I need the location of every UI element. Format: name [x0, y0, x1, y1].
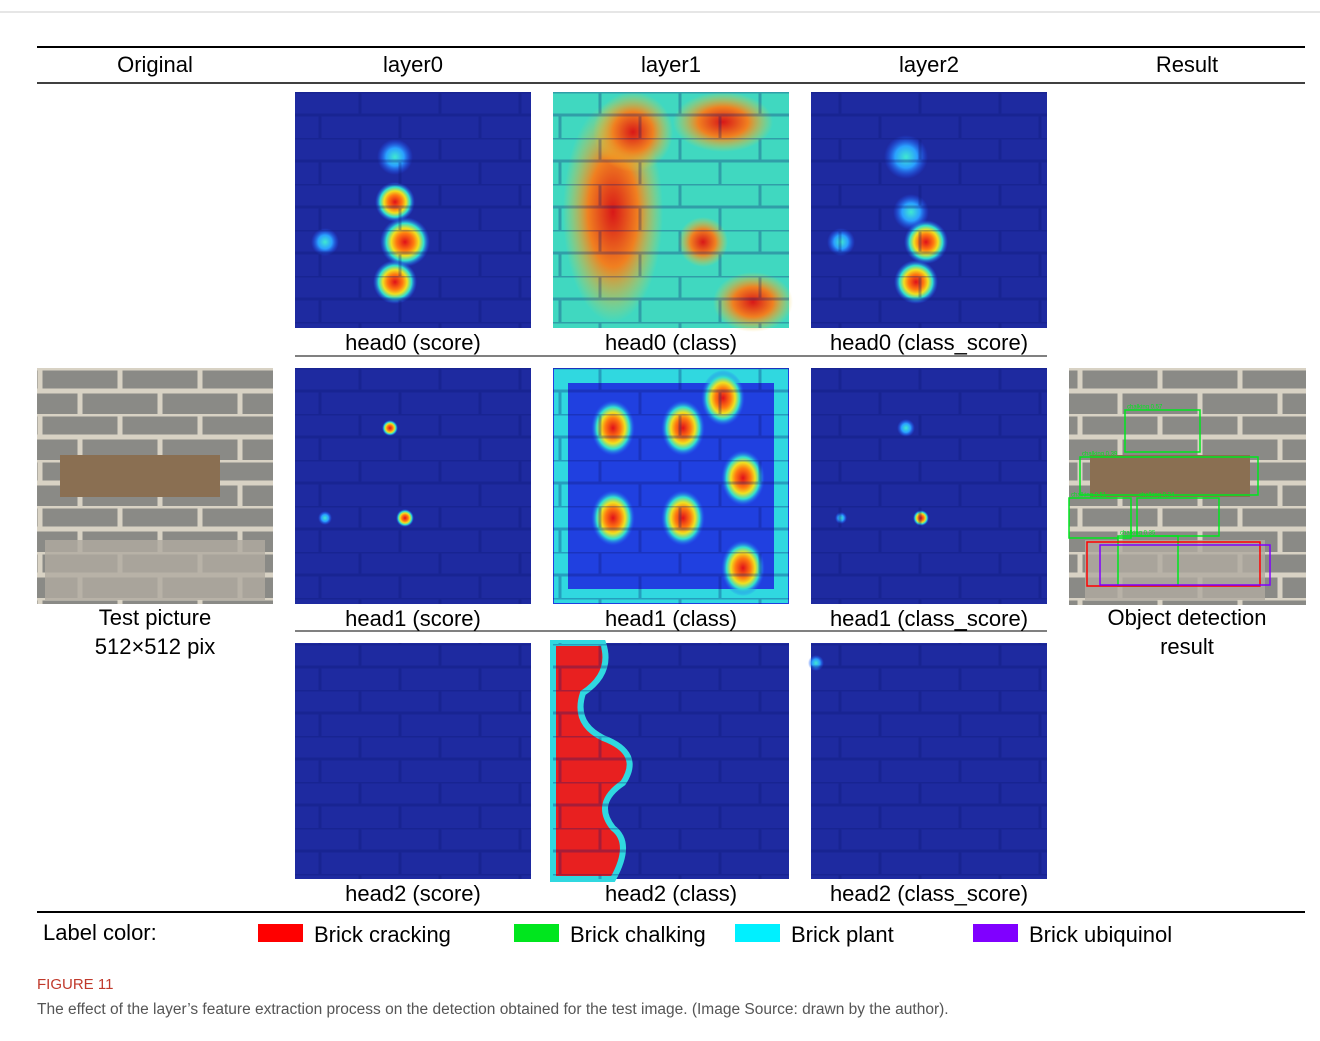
- cell-label: head2 (class_score): [830, 881, 1028, 906]
- column-header: layer0: [383, 52, 443, 77]
- brick-texture: [811, 92, 1047, 328]
- legend-swatch: [735, 924, 780, 942]
- heatmap: [295, 92, 531, 328]
- cell-label: head1 (score): [345, 606, 481, 631]
- column-header: layer1: [641, 52, 701, 77]
- legend-swatch: [973, 924, 1018, 942]
- brick-texture: [553, 643, 789, 879]
- brick-texture: [811, 368, 1047, 604]
- original-image: [37, 368, 273, 604]
- brick-texture: [553, 368, 789, 604]
- heatmap: [811, 368, 1047, 604]
- detection-label: chalking 0.35: [1120, 531, 1156, 537]
- cell-label: head0 (class): [605, 330, 737, 355]
- cell-label: head1 (class): [605, 606, 737, 631]
- legend-label: Brick ubiquinol: [1029, 922, 1172, 947]
- figure: Test picture 512×512 pix Object detectio…: [0, 0, 1320, 1041]
- cell-label: head0 (score): [345, 330, 481, 355]
- legend-label: Brick cracking: [314, 922, 451, 947]
- heatmap: [811, 92, 1047, 328]
- heatmap: [553, 643, 789, 879]
- figure-caption: The effect of the layer’s feature extrac…: [37, 1001, 949, 1018]
- legend-swatch: [258, 924, 303, 942]
- heatmap: [295, 643, 531, 879]
- result-caption: Object detection: [1108, 605, 1267, 630]
- brick-texture: [295, 368, 531, 604]
- legend-label: Brick plant: [791, 922, 894, 947]
- original-caption: Test picture: [99, 605, 212, 630]
- brick-texture: [811, 643, 1047, 879]
- cell-label: head1 (class_score): [830, 606, 1028, 631]
- cell-label: head2 (score): [345, 881, 481, 906]
- legend-title: Label color:: [43, 920, 157, 945]
- detection-label: chalking 0.57: [1127, 405, 1163, 411]
- column-header: layer2: [899, 52, 959, 77]
- original-caption: 512×512 pix: [95, 634, 216, 659]
- brick-texture: [553, 92, 789, 328]
- detection-label: chalking 0.51: [1071, 493, 1107, 499]
- heatmap: [295, 368, 531, 604]
- cell-label: head2 (class): [605, 881, 737, 906]
- heatmap: [553, 368, 789, 604]
- result-caption: result: [1160, 634, 1214, 659]
- heatmap: [553, 92, 793, 332]
- column-header: Original: [117, 52, 193, 77]
- legend-swatch: [514, 924, 559, 942]
- brick-texture: [295, 643, 531, 879]
- brick-texture: [295, 92, 531, 328]
- figure-label: FIGURE 11: [37, 976, 113, 993]
- detection-label: chalking 0.34: [1139, 493, 1175, 499]
- cell-label: head0 (class_score): [830, 330, 1028, 355]
- legend-label: Brick chalking: [570, 922, 706, 947]
- column-header: Result: [1156, 52, 1218, 77]
- detection-label: chalking 0.39: [1082, 452, 1118, 458]
- heatmap: [808, 643, 1047, 879]
